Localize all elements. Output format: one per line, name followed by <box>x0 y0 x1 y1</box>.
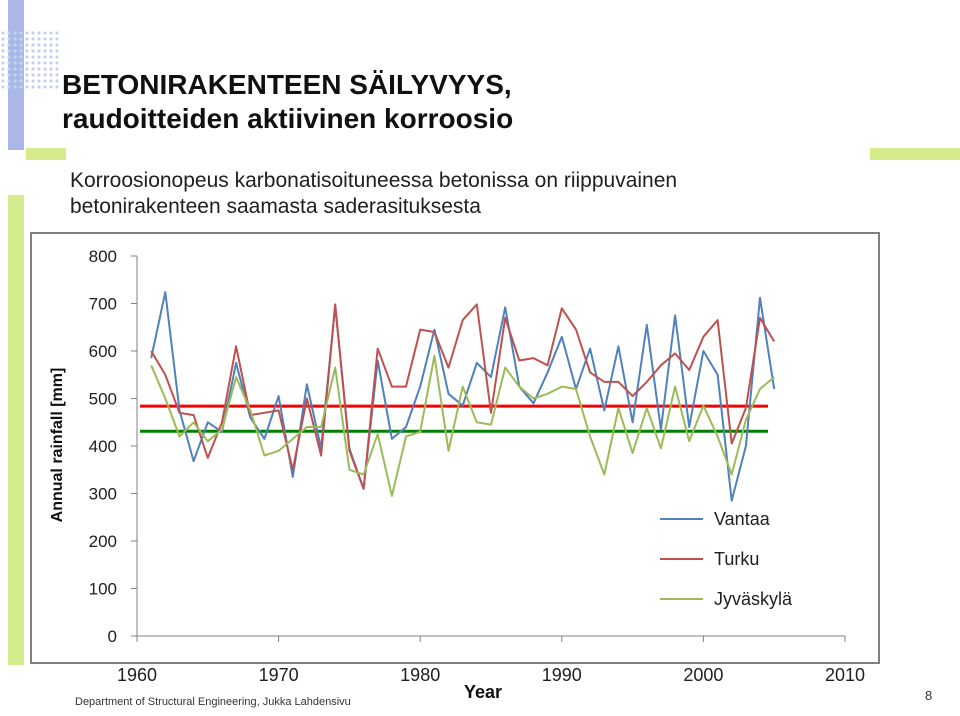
y-tick-label: 200 <box>89 532 117 551</box>
legend-label: Vantaa <box>714 509 771 529</box>
y-tick-label: 700 <box>89 295 117 314</box>
series-line-turku <box>150 303 776 490</box>
y-axis-label: Annual rainfall [mm] <box>49 368 66 523</box>
decor-green-strip <box>870 148 960 160</box>
x-tick-label: 2010 <box>825 665 865 685</box>
decor-dot-pattern <box>0 30 60 90</box>
y-tick-label: 0 <box>108 627 117 646</box>
x-tick-label: 1960 <box>117 665 157 685</box>
page-number: 8 <box>925 688 933 703</box>
y-tick-label: 600 <box>89 342 117 361</box>
slide-title: BETONIRAKENTEEN SÄILYVYYS, raudoitteiden… <box>62 68 513 136</box>
slide-title-line2: raudoitteiden aktiivinen korroosio <box>62 103 514 134</box>
y-tick-label: 800 <box>89 247 117 266</box>
slide-subtitle: Korroosionopeus karbonatisoituneessa bet… <box>70 168 870 220</box>
footer-text: Department of Structural Engineering, Ju… <box>75 696 351 708</box>
x-tick-label: 1990 <box>542 665 582 685</box>
slide-subtitle-line1: Korroosionopeus karbonatisoituneessa bet… <box>70 169 678 192</box>
legend-label: Jyväskylä <box>714 589 793 609</box>
legend-label: Turku <box>714 549 759 569</box>
y-tick-label: 400 <box>89 437 117 456</box>
y-tick-label: 300 <box>89 485 117 504</box>
y-tick-label: 500 <box>89 390 117 409</box>
x-tick-label: 1970 <box>259 665 299 685</box>
decor-green-strip-left <box>26 148 66 160</box>
x-tick-label: 1980 <box>400 665 440 685</box>
y-tick-label: 100 <box>89 580 117 599</box>
slide-subtitle-line2: betonirakenteen saamasta saderasituksest… <box>70 195 481 218</box>
series-line-jyvskyl <box>150 354 775 497</box>
decor-green-bar <box>8 195 24 665</box>
x-tick-label: 2000 <box>683 665 723 685</box>
slide-title-line1: BETONIRAKENTEEN SÄILYVYYS, <box>62 69 512 100</box>
x-axis-label: Year <box>464 682 502 702</box>
